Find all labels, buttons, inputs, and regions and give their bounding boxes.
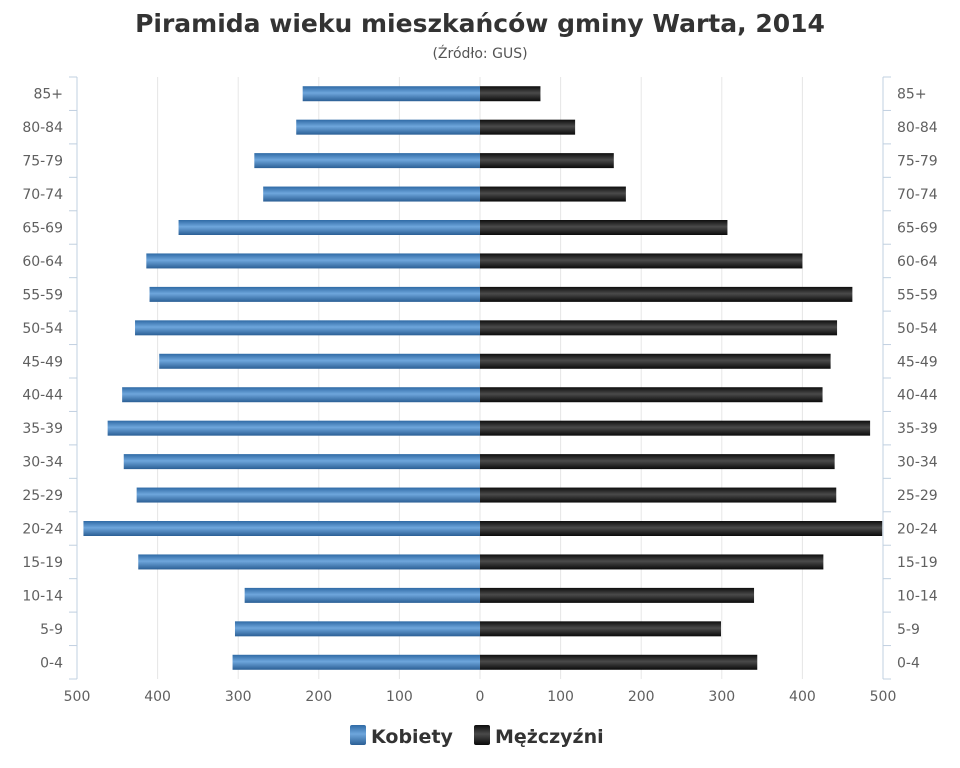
bar-mezczyzni-17[interactable]	[480, 654, 758, 670]
age-label: 85+	[897, 87, 927, 103]
legend-item-mezczyzni[interactable]: Mężczyźni	[474, 725, 604, 748]
x-tick-labels: 500 400 300 200 100 0 100 200 300 400 500	[64, 689, 897, 705]
bar-kobiety-8[interactable]	[159, 353, 480, 369]
legend-label-mezczyzni: Mężczyźni	[495, 726, 604, 748]
bar-kobiety-7[interactable]	[135, 320, 481, 336]
chart-title: Piramida wieku mieszkańców gminy Warta, …	[135, 9, 825, 38]
bar-kobiety-16[interactable]	[234, 621, 480, 637]
age-label: 0-4	[897, 655, 920, 671]
bar-kobiety-13[interactable]	[83, 521, 480, 536]
x-tick-label: 300	[225, 689, 252, 705]
x-tick-label: 0	[476, 689, 485, 705]
age-label: 0-4	[40, 655, 63, 671]
legend: Kobiety Mężczyźni	[350, 725, 604, 748]
age-label: 45-49	[22, 354, 63, 370]
x-tick-label: 200	[305, 689, 332, 705]
age-label: 30-34	[897, 455, 938, 471]
age-label: 55-59	[897, 287, 938, 303]
bar-kobiety-11[interactable]	[123, 454, 481, 470]
age-label: 5-9	[40, 622, 63, 638]
age-label: 20-24	[897, 522, 938, 538]
chart-subtitle: (Źródło: GUS)	[432, 44, 527, 62]
bar-mezczyzni-7[interactable]	[480, 320, 838, 336]
bar-mezczyzni-5[interactable]	[480, 253, 803, 269]
age-labels-right: 85+ 80-84 75-79 70-74 65-69 60-64 55-59 50-54 45…	[897, 87, 938, 672]
bar-mezczyzni-8[interactable]	[480, 353, 831, 369]
bar-mezczyzni-2[interactable]	[480, 153, 614, 169]
bar-mezczyzni-14[interactable]	[480, 554, 824, 570]
age-label: 10-14	[897, 588, 938, 604]
bar-mezczyzni-10[interactable]	[480, 420, 871, 436]
bar-kobiety-0[interactable]	[302, 86, 480, 102]
x-tick-label: 500	[64, 689, 91, 705]
age-label: 20-24	[22, 522, 63, 538]
age-label: 70-74	[897, 187, 938, 203]
age-label: 30-34	[22, 455, 63, 471]
age-label: 25-29	[897, 488, 938, 504]
bar-mezczyzni-0[interactable]	[480, 86, 541, 102]
legend-swatch-mezczyzni	[474, 725, 490, 745]
x-tick-label: 500	[870, 689, 897, 705]
x-tick-label: 300	[708, 689, 735, 705]
age-label: 70-74	[22, 187, 63, 203]
bars	[83, 86, 883, 670]
age-label: 35-39	[22, 421, 63, 437]
bar-kobiety-17[interactable]	[232, 654, 480, 670]
age-label: 10-14	[22, 588, 63, 604]
bar-kobiety-2[interactable]	[254, 153, 480, 169]
x-tick-label: 200	[628, 689, 655, 705]
age-label: 25-29	[22, 488, 63, 504]
bar-mezczyzni-12[interactable]	[480, 487, 837, 503]
bar-mezczyzni-16[interactable]	[480, 621, 721, 637]
age-label: 40-44	[897, 388, 938, 404]
bar-mezczyzni-1[interactable]	[480, 119, 576, 135]
bar-kobiety-10[interactable]	[107, 420, 481, 436]
bar-mezczyzni-11[interactable]	[480, 454, 835, 470]
age-label: 75-79	[22, 154, 63, 170]
bar-mezczyzni-15[interactable]	[480, 587, 755, 603]
bar-mezczyzni-13[interactable]	[480, 521, 883, 536]
age-label: 5-9	[897, 622, 920, 638]
age-label: 50-54	[897, 321, 938, 337]
bar-kobiety-15[interactable]	[244, 587, 480, 603]
bar-kobiety-4[interactable]	[178, 220, 480, 235]
bar-kobiety-3[interactable]	[263, 186, 480, 202]
bar-kobiety-14[interactable]	[138, 554, 481, 570]
bar-kobiety-5[interactable]	[146, 253, 481, 269]
age-labels-left: 85+ 80-84 75-79 70-74 65-69 60-64 55-59 50-54 45…	[22, 87, 63, 672]
x-tick-label: 400	[144, 689, 171, 705]
age-label: 80-84	[897, 120, 938, 136]
bar-mezczyzni-4[interactable]	[480, 220, 728, 235]
age-label: 80-84	[22, 120, 63, 136]
bar-kobiety-6[interactable]	[149, 286, 481, 302]
x-tick-label: 100	[547, 689, 574, 705]
age-label: 50-54	[22, 321, 63, 337]
bar-kobiety-9[interactable]	[122, 387, 481, 403]
age-label: 15-19	[22, 555, 63, 571]
age-label: 15-19	[897, 555, 938, 571]
age-label: 65-69	[897, 221, 938, 237]
age-label: 45-49	[897, 354, 938, 370]
legend-item-kobiety[interactable]: Kobiety	[350, 725, 454, 748]
age-label: 60-64	[22, 254, 63, 270]
bar-kobiety-12[interactable]	[136, 487, 481, 503]
legend-swatch-kobiety	[350, 725, 366, 745]
x-tick-label: 100	[386, 689, 413, 705]
axes	[69, 76, 891, 680]
age-label: 60-64	[897, 254, 938, 270]
age-label: 85+	[33, 87, 63, 103]
bar-mezczyzni-3[interactable]	[480, 186, 626, 202]
bar-kobiety-1[interactable]	[296, 119, 480, 135]
age-label: 55-59	[22, 287, 63, 303]
age-label: 75-79	[897, 154, 938, 170]
x-tick-label: 400	[789, 689, 816, 705]
bar-mezczyzni-6[interactable]	[480, 286, 853, 302]
bar-mezczyzni-9[interactable]	[480, 387, 823, 403]
age-label: 40-44	[22, 388, 63, 404]
age-label: 65-69	[22, 221, 63, 237]
age-label: 35-39	[897, 421, 938, 437]
legend-label-kobiety: Kobiety	[371, 726, 454, 748]
